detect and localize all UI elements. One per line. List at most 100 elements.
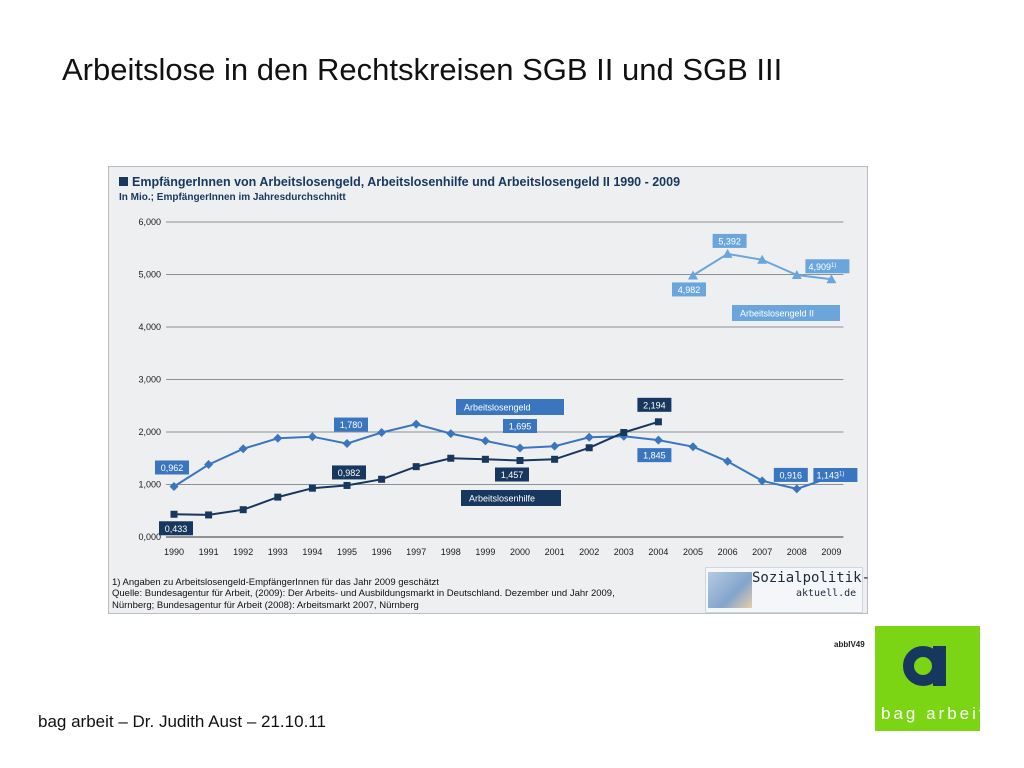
slide-title: Arbeitslose in den Rechtskreisen SGB II … [62,52,783,87]
x-tick-label: 2001 [545,547,565,557]
series-line [173,423,832,490]
data-point [757,476,767,486]
data-label-box [159,521,193,536]
x-tick-label: 2006 [718,547,738,557]
data-label-footnote-mark: 1) [839,471,844,477]
data-label: 1,457 [501,470,524,480]
series-name-label: Arbeitslosenhilfe [469,494,535,504]
data-point [411,419,421,429]
data-label-box [637,397,672,412]
logo-text-main: Sozialpolitik- [752,570,871,586]
data-point [342,439,352,449]
chart-subtitle: In Mio.; EmpfängerInnen im Jahresdurchsc… [119,192,346,203]
data-point [447,454,455,462]
figure-code: abbIV49 [834,640,865,649]
data-point [377,428,387,438]
chart-figure: EmpfängerInnen von Arbeitslosengeld, Arb… [108,166,870,614]
x-tick-label: 1991 [199,547,219,557]
data-point [688,442,698,452]
data-point [481,455,489,463]
people-photo-icon [708,572,752,608]
footnote-source: Quelle: Bundesagentur für Arbeit, (2009)… [112,588,615,611]
data-point [688,270,698,280]
bag-logo-text: bag arbeit [881,704,987,723]
y-tick-label: 2,000 [138,427,161,437]
data-point [585,444,593,452]
data-label-box [332,465,366,480]
x-tick-label: 2004 [648,547,668,557]
x-tick-label: 2002 [579,547,599,557]
x-tick-label: 1992 [233,547,253,557]
data-label-box [813,467,858,482]
chart-title: EmpfängerInnen von Arbeitslosengeld, Arb… [119,175,680,189]
title-square-icon [119,177,128,186]
data-label: 0,916 [780,470,803,480]
x-tick-label: 1998 [441,547,461,557]
data-point [480,436,490,446]
x-tick-label: 1999 [475,547,495,557]
sozialpolitik-logo: Sozialpolitik- aktuell.de [705,567,870,613]
x-tick-label: 2003 [614,547,634,557]
data-label-box [672,282,706,297]
data-point [169,481,179,491]
logo-text-sub: aktuell.de [796,588,857,599]
x-tick-label: 1995 [337,547,357,557]
x-tick-label: 1994 [302,547,322,557]
series-name-box [456,399,564,415]
data-label-box [805,259,850,274]
data-point [170,510,178,518]
logo-letter-a-stem [933,646,946,686]
data-point [412,463,420,471]
x-tick-label: 1996 [372,547,392,557]
data-label: 4,982 [678,285,701,295]
data-point [792,484,802,494]
series-name-label: Arbeitslosengeld II [740,309,814,319]
series-name-box [461,490,561,506]
data-label: 0,962 [161,463,184,473]
data-label-box [712,233,747,248]
data-point [654,418,662,426]
data-point [239,506,247,514]
data-point [273,433,283,443]
y-tick-label: 1,000 [138,480,161,490]
data-point [653,435,663,445]
line-chart: 0,000 1,000 2,000 3,000 4,000 5,000 6,000 1990 1… [138,217,858,557]
data-point [723,456,733,466]
data-label: 0,433 [165,524,188,534]
data-point [584,432,594,442]
data-point [238,444,248,454]
data-point [551,455,559,463]
data-label: 2,194 [643,400,666,410]
x-tick-label: 2008 [787,547,807,557]
y-tick-label: 0,000 [138,532,161,542]
x-tick-label: 2009 [821,547,841,557]
data-label: 1,780 [340,420,363,430]
data-label-box [155,460,189,475]
series-name-label: Arbeitslosengeld [464,403,531,413]
data-point [722,248,733,258]
data-point [791,270,802,280]
data-point [343,481,351,489]
data-label: 5,392 [718,236,741,246]
data-label-box [637,448,672,463]
data-label: 1,845 [643,451,666,461]
y-tick-label: 6,000 [138,217,161,227]
data-point [826,274,837,284]
data-label-box [495,467,529,482]
footnote-estimate: 1) Angaben zu Arbeitslosengeld-Empfänger… [112,577,439,588]
chart-title-text: EmpfängerInnen von Arbeitslosengeld, Arb… [132,175,681,189]
x-tick-label: 1990 [164,547,184,557]
data-point [757,254,768,264]
series-name-box [732,305,840,321]
slide-footer: bag arbeit – Dr. Judith Aust – 21.10.11 [38,712,326,731]
x-tick-label: 2000 [510,547,530,557]
data-point [446,429,456,439]
data-label-box [773,467,808,482]
data-point [274,493,282,501]
data-point [307,432,317,442]
bag-arbeit-logo: bag arbeit [875,626,984,731]
data-label: 1,1431) [816,470,844,480]
x-tick-label: 2007 [752,547,772,557]
x-tick-label: 1997 [406,547,426,557]
data-point [204,460,214,470]
